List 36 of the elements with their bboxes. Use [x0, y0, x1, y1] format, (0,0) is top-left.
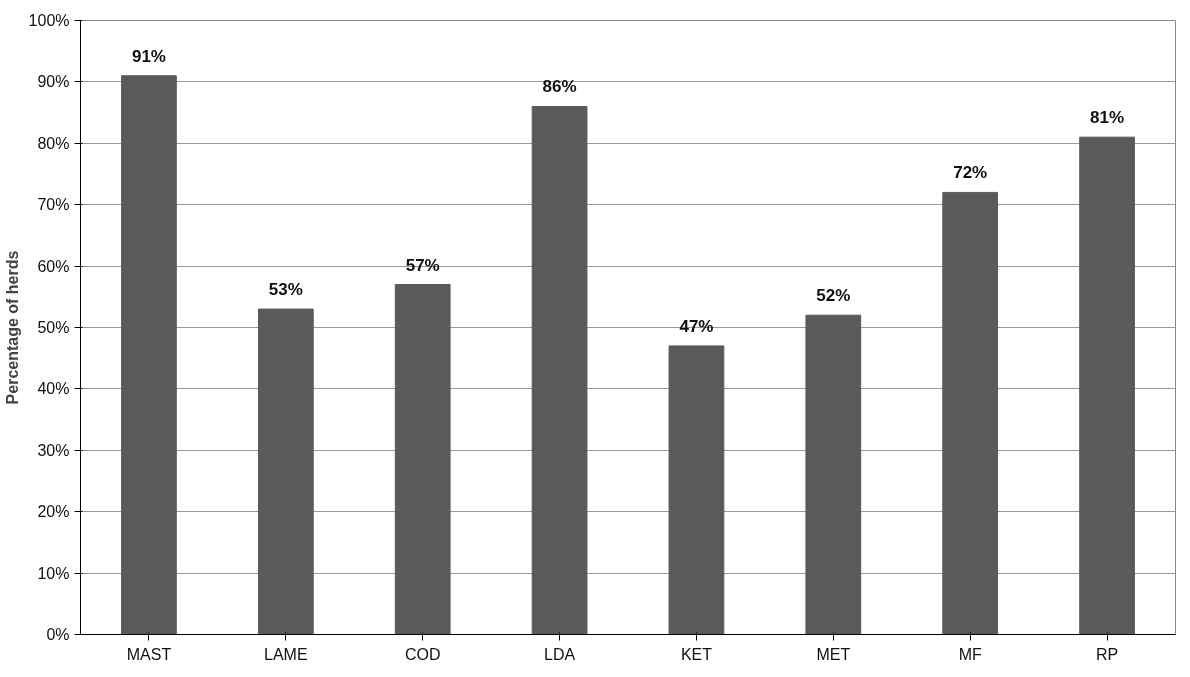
bar: [531, 105, 588, 635]
y-tick-label: 0%: [46, 626, 70, 643]
bar: [394, 284, 451, 635]
x-tick-label: MF: [958, 645, 982, 663]
x-tick-label: MAST: [126, 645, 172, 663]
bar: [121, 75, 177, 635]
y-tick-label: 60%: [37, 257, 70, 275]
y-tick-label: 40%: [37, 380, 70, 398]
y-tick-label: 50%: [37, 319, 70, 336]
data-label: 72%: [953, 163, 988, 183]
y-tick-label: 10%: [37, 564, 70, 582]
data-label: 53%: [268, 280, 303, 300]
x-tick-label: RP: [1095, 645, 1119, 663]
x-tick-label: COD: [404, 645, 441, 663]
data-label: 52%: [816, 286, 851, 306]
data-label: 86%: [542, 77, 577, 97]
y-tick-label: 80%: [37, 134, 70, 152]
y-axis-title: Percentage of herds: [3, 250, 21, 405]
bar: [257, 308, 314, 635]
x-tick-label: KET: [680, 645, 713, 663]
y-tick-label: 20%: [37, 503, 70, 521]
bar: [805, 314, 862, 635]
x-tick-label: LAME: [264, 645, 308, 663]
y-tick-label: 70%: [37, 196, 70, 214]
y-tick-label: 100%: [28, 12, 70, 29]
y-tick-label: 30%: [37, 441, 70, 459]
y-tick-label: 90%: [37, 73, 70, 91]
x-tick-label: LDA: [544, 645, 576, 663]
data-label: 91%: [131, 46, 166, 66]
bar: [1079, 136, 1135, 635]
x-tick-label: MET: [816, 645, 851, 663]
data-label: 81%: [1090, 108, 1125, 128]
data-label: 57%: [405, 255, 440, 275]
bar: [668, 345, 725, 635]
bar: [942, 191, 999, 635]
data-label: 47%: [679, 316, 714, 336]
